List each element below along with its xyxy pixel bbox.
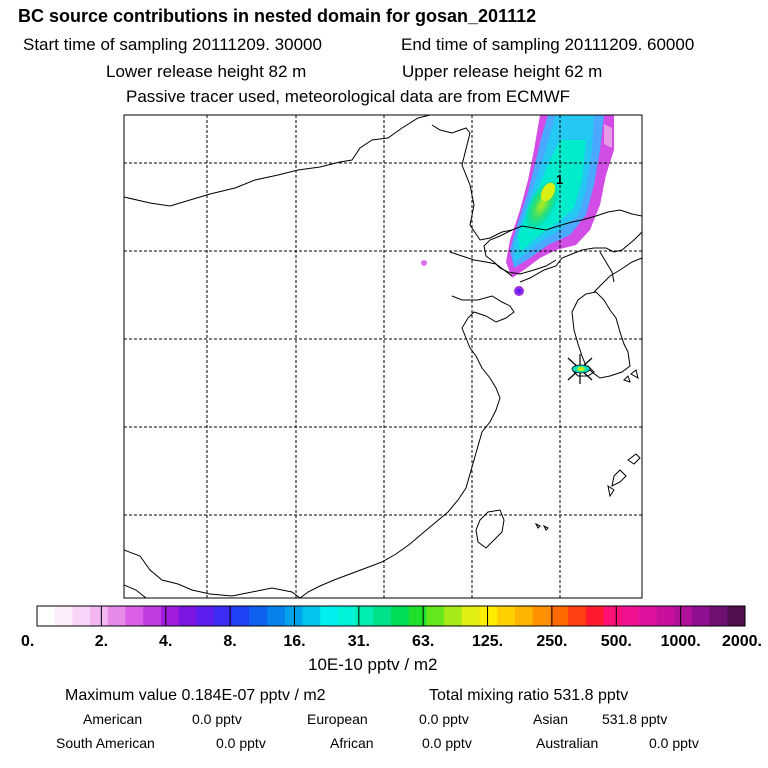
colorbar-cell [691,606,711,626]
colorbar-tick-label: 63. [412,633,434,650]
colorbar-tick-label: 500. [601,633,632,650]
colorbar-cell [638,606,657,626]
colorbar-cell [284,606,303,626]
colorbar-cell [727,606,746,626]
colorbar-cell [267,606,286,626]
colorbar-cell [674,606,693,626]
colorbar-tick-label: 2000. [722,633,762,650]
colorbar-tick-label: 31. [348,633,370,650]
plot-title: BC source contributions in nested domain… [18,6,537,26]
total-mixing-ratio-label: Total mixing ratio 531.8 pptv [429,687,629,704]
lower-release-height-label: Lower release height 82 m [106,62,307,81]
colorbar-cell [90,606,109,626]
upper-release-height-label: Upper release height 62 m [402,62,603,81]
african-label: African [330,735,374,751]
tracer-note: Passive tracer used, meteorological data… [126,87,571,106]
south-american-label: South American [56,735,155,751]
colorbar-cell [337,606,357,626]
colorbar-cell [656,606,675,626]
colorbar-cell [408,606,427,626]
colorbar-cell [709,606,728,626]
colorbar-cell [54,606,73,626]
colorbar-cell [461,606,480,626]
start-time-label: Start time of sampling 20111209. 30000 [23,35,322,54]
colorbar-tick-label: 4. [159,633,172,650]
colorbar-cell [391,606,410,626]
colorbar-cell [373,606,392,626]
colorbar-cell [302,606,321,626]
colorbar-tick-label: 0. [21,633,34,650]
max-value-label: Maximum value 0.184E-07 pptv / m2 [65,687,326,704]
colorbar-units: 10E-10 pptv / m2 [308,655,438,674]
colorbar-cell [214,606,233,626]
colorbar-cell [355,606,374,626]
colorbar-tick-label: 250. [536,633,567,650]
lat-lon-grid [124,115,642,598]
colorbar-cell [125,606,144,626]
colorbar-cell [143,606,162,626]
colorbar-cell [444,606,463,626]
colorbar-cell [532,606,551,626]
colorbar-cell [320,606,339,626]
colorbar-cell [72,606,91,626]
plume-contour-label: 1 [556,172,563,187]
american-value: 0.0 pptv [192,711,242,727]
colorbar-tick-label: 16. [283,633,305,650]
colorbar-cell [196,606,215,626]
colorbar-cell [621,606,640,626]
colorbar-tick-label: 1000. [661,633,701,650]
colorbar-cell [603,606,622,626]
colorbar-cell [107,606,126,626]
colorbar-cell [249,606,268,626]
american-label: American [83,711,143,727]
colorbar-cell [568,606,587,626]
australian-label: Australian [536,735,599,751]
receptor-site-marker [567,354,593,384]
colorbar-cell [426,606,445,626]
colorbar-cell [514,606,534,626]
european-label: European [307,711,368,727]
colorbar-cell [550,606,569,626]
colorbar-tick-label: 2. [95,633,108,650]
european-value: 0.0 pptv [419,711,469,727]
colorbar: 0. 2. 4. 8. 16. 31. 63. 125. 250. 500. 1000. 2000. [21,605,762,650]
asian-value: 531.8 pptv [602,711,668,727]
colorbar-cell [231,606,250,626]
south-american-value: 0.0 pptv [216,735,266,751]
colorbar-tick-label: 8. [223,633,236,650]
colorbar-tick-label: 125. [472,633,503,650]
colorbar-cell [479,606,498,626]
end-time-label: End time of sampling 20111209. 60000 [401,35,695,54]
colorbar-cell [160,606,180,626]
colorbar-cell [37,606,56,626]
colorbar-cell [178,606,197,626]
colorbar-cell [585,606,604,626]
map-frame [123,114,643,599]
african-value: 0.0 pptv [422,735,472,751]
australian-value: 0.0 pptv [649,735,699,751]
asian-label: Asian [533,711,569,727]
colorbar-cell [497,606,516,626]
